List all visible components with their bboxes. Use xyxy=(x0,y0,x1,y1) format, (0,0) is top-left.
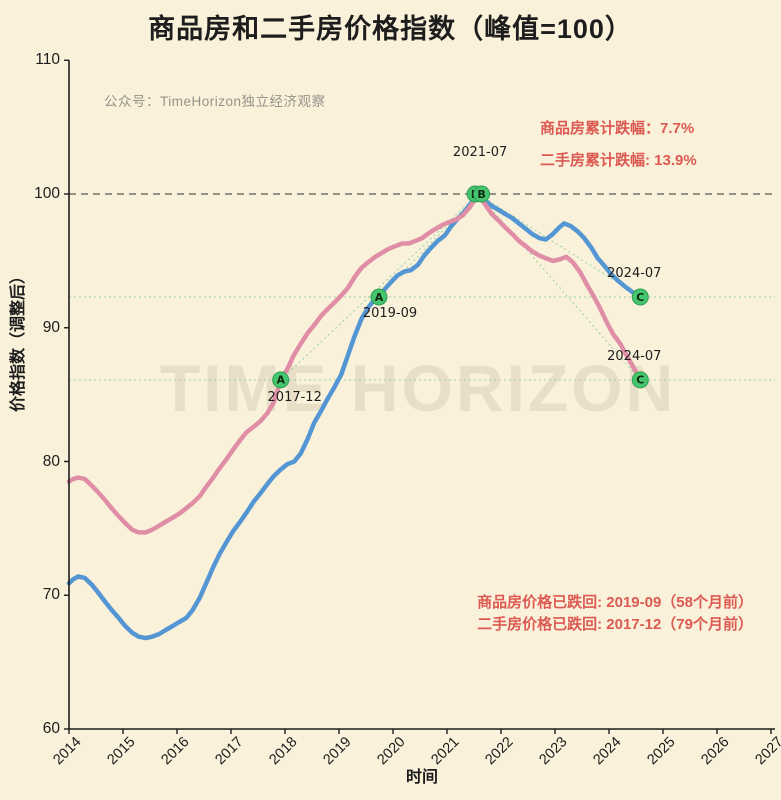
y-tick-label: 90 xyxy=(42,318,60,336)
series-line-secondhand xyxy=(66,191,643,535)
fallen-back-annotation: 商品房价格已跌回: 2019-09（58个月前） 二手房价格已跌回: 2017-… xyxy=(477,592,753,636)
y-tick-label: 60 xyxy=(42,720,60,737)
marker-letter-A: A xyxy=(375,291,384,304)
marker-letter-B: B xyxy=(477,188,485,201)
cumulative-decline-annotation: 商品房累计跌幅：7.7% 二手房累计跌幅: 13.9% xyxy=(540,113,697,177)
marker-letter-A: A xyxy=(276,374,285,387)
connector-line-1 xyxy=(378,193,641,298)
new-homes-decline-text: 商品房累计跌幅：7.7% xyxy=(540,120,695,137)
y-tick-label: 100 xyxy=(34,185,60,202)
new-homes-fallback-text: 商品房价格已跌回: 2019-09（58个月前） xyxy=(477,594,753,611)
series-line-new-homes xyxy=(66,191,643,641)
marker-B xyxy=(473,185,491,203)
y-axis-label: 价格指数（调整后） xyxy=(10,267,27,413)
marker-letter-C: C xyxy=(636,291,644,304)
secondhand-fallback-text: 二手房价格已跌回: 2017-12（79个月前） xyxy=(477,616,753,633)
marker-C xyxy=(631,371,649,389)
marker-date-label: 2024-07 xyxy=(607,266,661,281)
y-tick-label: 70 xyxy=(42,586,60,604)
marker-C xyxy=(631,288,649,306)
wechat-account-watermark: 公众号：TimeHorizon独立经济观察 xyxy=(104,94,326,109)
secondhand-decline-text: 二手房累计跌幅: 13.9% xyxy=(540,152,697,169)
y-tick-label: 80 xyxy=(42,452,60,470)
marker-A xyxy=(370,288,388,306)
marker-date-label: 2024-07 xyxy=(607,349,661,364)
y-tick-label: 110 xyxy=(35,51,60,69)
x-axis-label: 时间 xyxy=(405,769,438,786)
page-title: 商品房和二手房价格指数（峰值=100） xyxy=(148,14,633,44)
marker-date-label: 2017-12 xyxy=(268,390,322,405)
marker-A xyxy=(272,371,290,389)
brand-watermark: TIME HORIZON xyxy=(159,351,677,425)
marker-date-label: 2021-07 xyxy=(453,145,507,160)
marker-date-label: 2019-09 xyxy=(363,306,417,321)
marker-letter-C: C xyxy=(636,374,644,387)
